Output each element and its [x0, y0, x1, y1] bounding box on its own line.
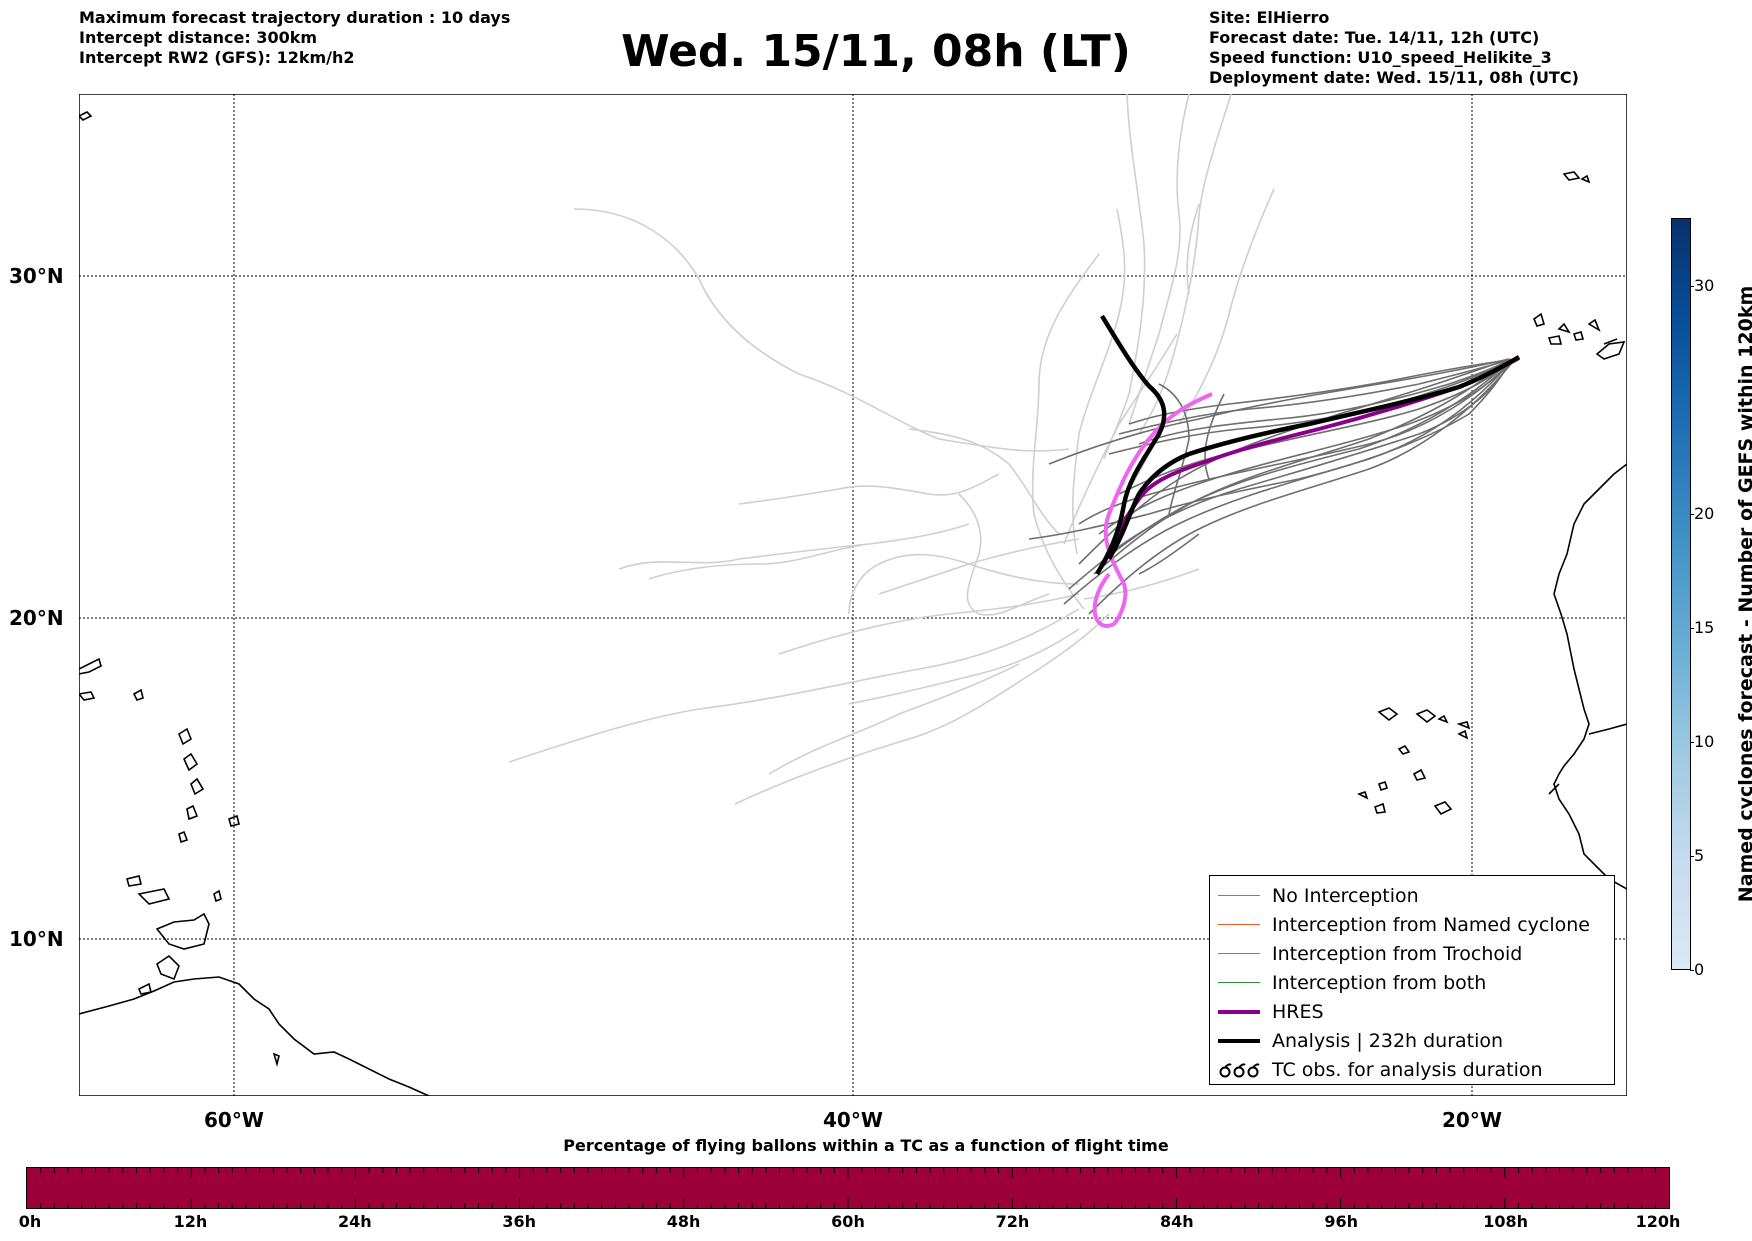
legend-item-analysis: Analysis | 232h duration [1210, 1027, 1610, 1055]
lon-label-60w: 60°W [204, 1108, 264, 1132]
page-title: Wed. 15/11, 08h (LT) [621, 26, 1131, 77]
legend-line [1218, 1010, 1260, 1014]
header-left-line-1: Maximum forecast trajectory duration : 1… [79, 8, 511, 27]
legend-label: HRES [1272, 1001, 1324, 1023]
legend-label: Interception from both [1272, 972, 1487, 994]
ensemble-light-trajectories [508, 94, 1275, 805]
legend-line [1218, 982, 1260, 983]
time-bar-tick-label: 12h [173, 1212, 208, 1231]
lon-label-20w: 20°W [1442, 1108, 1502, 1132]
colorbar-tick: 10 [1689, 732, 1715, 752]
time-bar [26, 1167, 1670, 1209]
time-bar-tick-label: 108h [1483, 1212, 1528, 1231]
legend-label: TC obs. for analysis duration [1272, 1059, 1543, 1081]
time-bar-title: Percentage of flying ballons within a TC… [563, 1136, 1169, 1155]
colorbar-label: Named cyclones forecast - Number of GEFS… [1735, 285, 1752, 903]
header-right-line-2: Forecast date: Tue. 14/11, 12h (UTC) [1209, 28, 1540, 47]
legend-label: Analysis | 232h duration [1272, 1030, 1504, 1052]
lon-label-40w: 40°W [823, 1108, 883, 1132]
map-legend: No Interception Interception from Named … [1209, 875, 1615, 1085]
alt-trajectory [1092, 392, 1213, 628]
colorbar-tick: 30 [1689, 276, 1715, 296]
colorbar-tick: 15 [1689, 618, 1715, 638]
time-bar-tick-label: 48h [666, 1212, 701, 1231]
legend-item-hres: HRES [1210, 998, 1610, 1026]
legend-item-both: Interception from both [1210, 969, 1610, 997]
colorbar-tick: 0 [1689, 960, 1705, 979]
legend-line [1218, 895, 1260, 896]
header-left-line-2: Intercept distance: 300km [79, 28, 318, 47]
lat-label-30n: 30°N [9, 264, 64, 288]
colorbar-tick: 5 [1689, 846, 1705, 866]
header-right-line-1: Site: ElHierro [1209, 8, 1330, 27]
legend-line [1218, 953, 1260, 954]
time-bar-tick-label: 120h [1635, 1212, 1681, 1231]
header-left-line-3: Intercept RW2 (GFS): 12km/h2 [79, 48, 355, 67]
header-right: Site: ElHierro Forecast date: Tue. 14/11… [1209, 8, 1579, 88]
time-bar-tick-label: 96h [1324, 1212, 1359, 1231]
header-right-line-4: Deployment date: Wed. 15/11, 08h (UTC) [1209, 68, 1579, 87]
legend-item-tc-obs: TC obs. for analysis duration [1210, 1056, 1610, 1084]
analysis-trajectory-tail [1107, 355, 1521, 561]
colorbar-tick: 20 [1689, 504, 1715, 524]
time-bar-tick-label: 72h [995, 1212, 1030, 1231]
colorbar [1671, 218, 1691, 970]
legend-label: Interception from Named cyclone [1272, 914, 1590, 936]
legend-line [1218, 1039, 1260, 1043]
legend-label: No Interception [1272, 885, 1419, 907]
legend-item-named-cyclone: Interception from Named cyclone [1210, 911, 1610, 939]
time-bar-ticks-marks [40, 1168, 1656, 1208]
header-left: Maximum forecast trajectory duration : 1… [79, 8, 510, 68]
lat-label-20n: 20°N [9, 606, 64, 630]
header-right-line-3: Speed function: U10_speed_Helikite_3 [1209, 48, 1552, 67]
time-bar-tick-label: 84h [1159, 1212, 1194, 1231]
time-bar-tick-label: 24h [337, 1212, 372, 1231]
analysis-trajectory [1095, 314, 1167, 576]
legend-label: Interception from Trochoid [1272, 943, 1523, 965]
coastline-africa [1356, 171, 1627, 890]
time-bar-tick-label: 0h [18, 1212, 42, 1231]
time-bar-tick-label: 36h [502, 1212, 537, 1231]
legend-line [1218, 924, 1260, 925]
time-bar-tick-label: 60h [831, 1212, 865, 1231]
legend-item-trochoid: Interception from Trochoid [1210, 940, 1610, 968]
coastline [79, 111, 430, 1096]
legend-item-no-interception: No Interception [1210, 882, 1610, 910]
cyclone-icon [1219, 1063, 1260, 1078]
lat-label-10n: 10°N [9, 927, 64, 951]
